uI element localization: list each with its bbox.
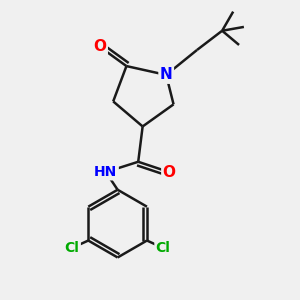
Text: O: O (163, 165, 176, 180)
Text: HN: HN (94, 165, 118, 179)
Text: Cl: Cl (65, 241, 80, 255)
Text: O: O (93, 39, 106, 54)
Text: N: N (160, 68, 172, 82)
Text: Cl: Cl (156, 241, 171, 255)
